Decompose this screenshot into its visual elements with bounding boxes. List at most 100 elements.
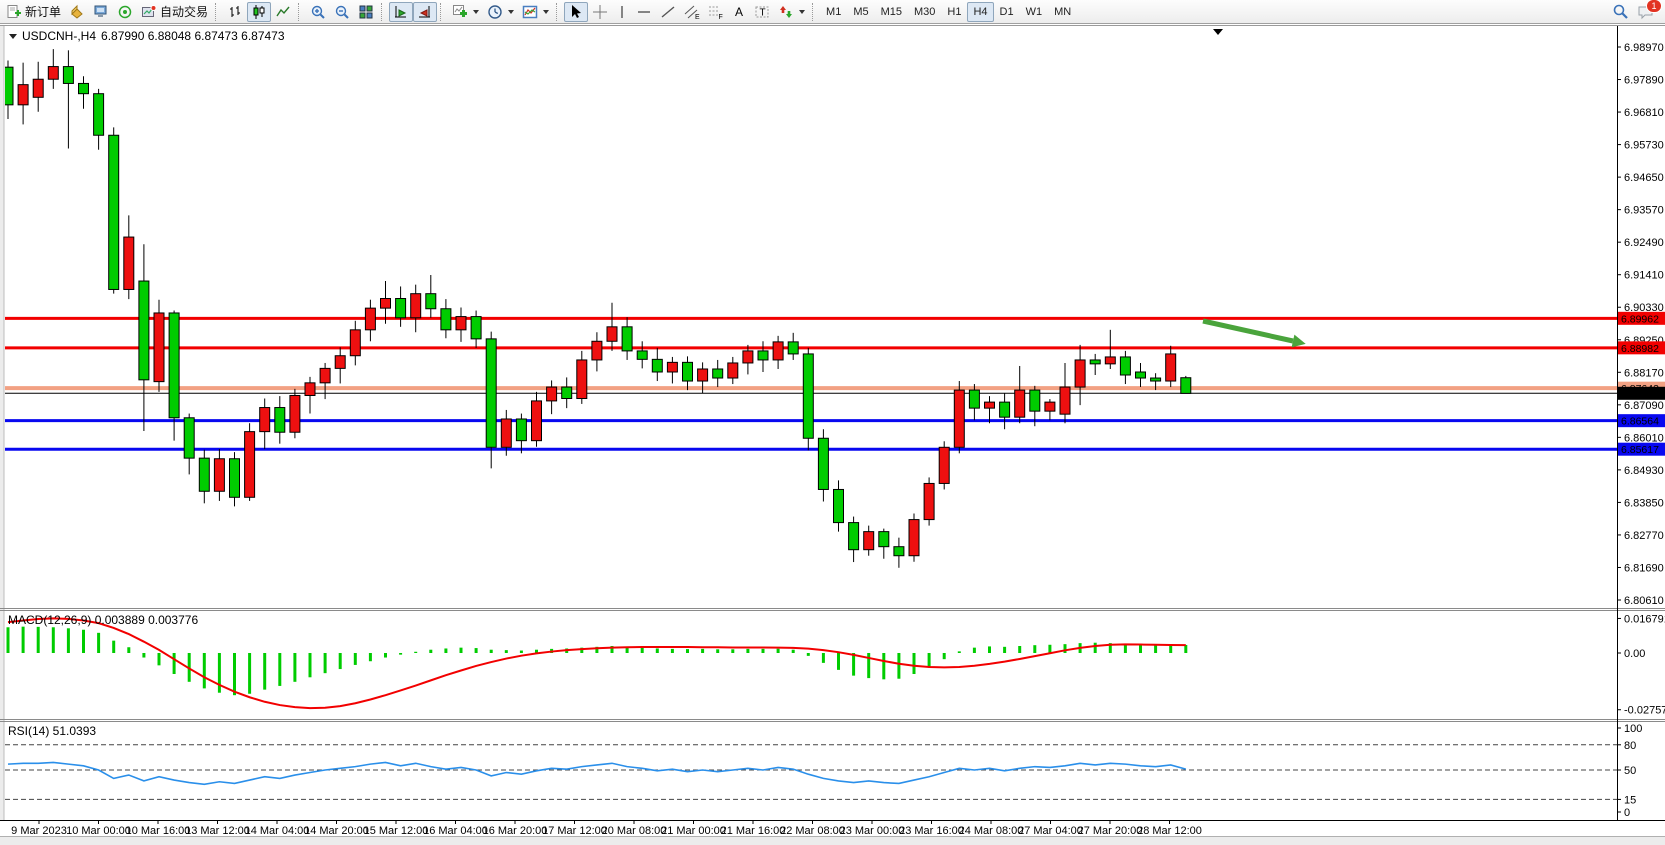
price-line-badge: 6.86564 bbox=[1621, 416, 1659, 428]
equidistant-channel-button[interactable]: E bbox=[680, 2, 704, 22]
chart-menu-caret-icon[interactable] bbox=[9, 33, 17, 39]
macd-pane bbox=[6, 617, 1188, 710]
auto-trading-icon bbox=[142, 4, 157, 17]
time-tick-label: 10 Mar 16:00 bbox=[126, 825, 191, 837]
time-tick-label: 20 Mar 08:00 bbox=[602, 825, 667, 837]
zoom-in-button[interactable] bbox=[306, 2, 330, 22]
new-order-button[interactable]: 新订单 bbox=[2, 2, 65, 22]
price-tick-label: 6.98970 bbox=[1624, 42, 1664, 54]
macd-tick-label: 0.00 bbox=[1624, 648, 1645, 660]
price-tick-label: 6.82770 bbox=[1624, 530, 1664, 542]
toolbar-separator bbox=[440, 2, 445, 21]
candlestick-chart-button[interactable] bbox=[247, 1, 272, 22]
vertical-line-button[interactable] bbox=[612, 2, 632, 22]
chart-ohlc-values: 6.87990 6.88048 6.87473 6.87473 bbox=[101, 29, 285, 43]
time-tick-label: 14 Mar 20:00 bbox=[304, 825, 369, 837]
timeframe-H4[interactable]: H4 bbox=[967, 1, 994, 22]
timeframe-M30[interactable]: M30 bbox=[908, 2, 941, 22]
chart-shift-button[interactable] bbox=[413, 1, 438, 22]
candlestick-series bbox=[5, 49, 1192, 568]
macd-tick-label: 0.016791 bbox=[1624, 613, 1665, 625]
auto-scroll-button[interactable] bbox=[389, 1, 414, 22]
timeframe-M1[interactable]: M1 bbox=[820, 2, 847, 22]
trendline-button[interactable] bbox=[656, 2, 680, 22]
price-tick-label: 6.91410 bbox=[1624, 270, 1664, 282]
rsi-line bbox=[7, 761, 1187, 786]
price-tick-label: 6.90330 bbox=[1624, 302, 1664, 314]
time-tick-label: 23 Mar 16:00 bbox=[899, 825, 964, 837]
macd-indicator-label: MACD(12,26,9) 0.003889 0.003776 bbox=[8, 613, 199, 627]
trend-arrow[interactable] bbox=[1202, 318, 1306, 348]
price-tick-label: 6.95730 bbox=[1624, 140, 1664, 152]
price-tick-label: 6.80610 bbox=[1624, 595, 1664, 607]
toolbar-separator bbox=[215, 2, 220, 21]
line-chart-button[interactable] bbox=[271, 2, 295, 22]
notifications-button[interactable]: 1 bbox=[1637, 0, 1662, 20]
remote-desktop-icon bbox=[94, 5, 107, 17]
chart-shift-icon bbox=[419, 5, 431, 17]
timeframe-M5[interactable]: M5 bbox=[847, 2, 874, 22]
crosshair-icon bbox=[593, 4, 608, 19]
timeframe-M15[interactable]: M15 bbox=[875, 2, 908, 22]
tile-windows-button[interactable] bbox=[354, 2, 378, 22]
toolbar-separator bbox=[381, 2, 386, 21]
cursor-button[interactable] bbox=[564, 1, 589, 22]
bar-chart-button[interactable] bbox=[223, 2, 247, 22]
time-tick-label: 16 Mar 04:00 bbox=[423, 825, 488, 837]
timeframe-MN[interactable]: MN bbox=[1048, 2, 1077, 22]
toolbar-separator bbox=[556, 2, 561, 21]
signal-button[interactable] bbox=[113, 2, 137, 22]
text-label-icon: T bbox=[755, 6, 769, 18]
indicators-button[interactable] bbox=[448, 2, 483, 22]
window-menu-caret-icon[interactable] bbox=[1213, 29, 1223, 35]
text-button[interactable]: A bbox=[728, 2, 750, 22]
zoom-out-button[interactable] bbox=[330, 2, 354, 22]
auto-trading-button[interactable]: 自动交易 bbox=[137, 2, 212, 22]
text-icon: A bbox=[735, 5, 743, 19]
indicators-caret-icon bbox=[473, 9, 480, 14]
timeframe-H1[interactable]: H1 bbox=[941, 2, 967, 22]
rsi-indicator-label: RSI(14) 51.0393 bbox=[8, 724, 97, 738]
price-tick-label: 6.93570 bbox=[1624, 205, 1664, 217]
rsi-tick-label: 0 bbox=[1624, 807, 1630, 819]
new-order-icon bbox=[7, 4, 21, 18]
time-tick-label: 28 Mar 12:00 bbox=[1137, 825, 1202, 837]
fibonacci-icon: F bbox=[709, 6, 723, 20]
horizontal-line-button[interactable] bbox=[632, 2, 656, 22]
cursor-icon bbox=[572, 4, 582, 18]
arrows-caret-icon bbox=[799, 9, 806, 14]
periods-caret-icon bbox=[508, 9, 515, 14]
remote-desktop-button[interactable] bbox=[89, 2, 113, 22]
crosshair-button[interactable] bbox=[588, 2, 612, 22]
rsi-pane bbox=[5, 744, 1617, 800]
arrows-button[interactable] bbox=[774, 2, 809, 22]
time-tick-label: 14 Mar 04:00 bbox=[245, 825, 310, 837]
rsi-tick-label: 80 bbox=[1624, 740, 1636, 752]
price-tick-label: 6.94650 bbox=[1624, 172, 1664, 184]
fibonacci-button[interactable]: F bbox=[704, 2, 728, 22]
price-tick-label: 6.87090 bbox=[1624, 400, 1664, 412]
macd-tick-label: -0.027572 bbox=[1624, 705, 1665, 717]
timeframe-D1[interactable]: D1 bbox=[994, 2, 1020, 22]
gold-cube-button[interactable] bbox=[65, 2, 89, 22]
equidistant-channel-icon: E bbox=[684, 5, 700, 20]
main-toolbar: 新订单 自动交易 bbox=[0, 0, 1665, 24]
signal-icon bbox=[118, 5, 132, 18]
tile-windows-icon bbox=[359, 5, 373, 18]
periods-button[interactable] bbox=[483, 2, 518, 22]
timeframe-W1[interactable]: W1 bbox=[1020, 2, 1049, 22]
templates-button[interactable] bbox=[518, 2, 553, 22]
chart-symbol-timeframe: USDCNH-,H4 bbox=[22, 29, 97, 43]
text-label-button[interactable]: T bbox=[750, 2, 774, 22]
time-tick-label: 13 Mar 12:00 bbox=[185, 825, 250, 837]
price-tick-label: 6.92490 bbox=[1624, 237, 1664, 249]
rsi-tick-label: 50 bbox=[1624, 765, 1636, 777]
price-tick-label: 6.84930 bbox=[1624, 465, 1664, 477]
price-tick-label: 6.88170 bbox=[1624, 367, 1664, 379]
search-icon[interactable] bbox=[1612, 3, 1629, 20]
toolbar-separator bbox=[298, 2, 303, 21]
templates-caret-icon bbox=[543, 9, 550, 14]
time-tick-label: 22 Mar 08:00 bbox=[780, 825, 845, 837]
time-tick-label: 21 Mar 16:00 bbox=[721, 825, 786, 837]
